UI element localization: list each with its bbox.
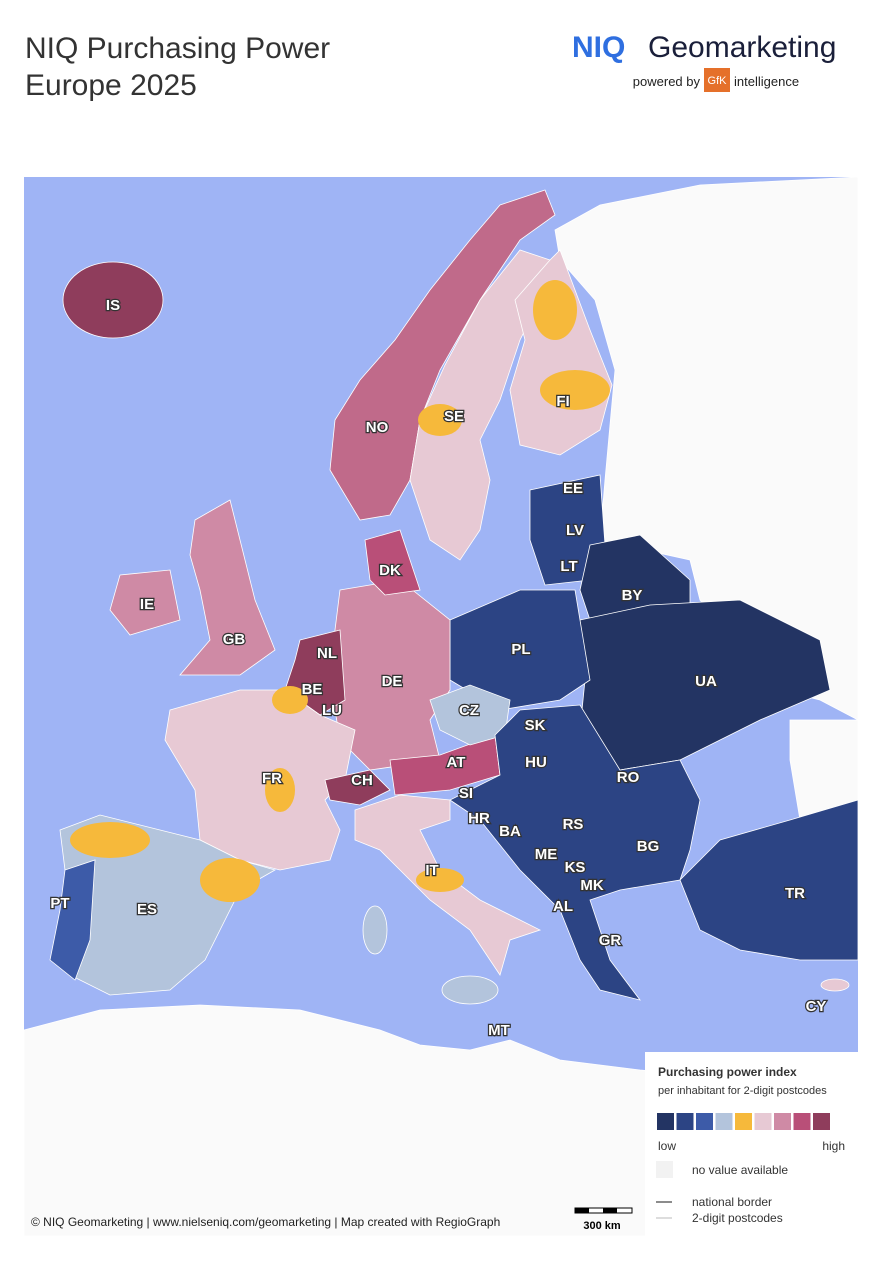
- country-label: MK: [580, 877, 603, 894]
- legend-swatch: [657, 1113, 674, 1130]
- country-label: CY: [806, 998, 827, 1015]
- country-label: SE: [444, 408, 464, 425]
- legend-swatch: [754, 1113, 772, 1130]
- country-label: SI: [459, 785, 473, 802]
- legend-swatch: [774, 1113, 791, 1130]
- country-label: BG: [637, 838, 660, 855]
- country-label: AL: [553, 898, 573, 915]
- region: [200, 858, 260, 902]
- country-label: PL: [511, 641, 530, 658]
- poland: [449, 589, 591, 711]
- country-label: MT: [488, 1022, 510, 1039]
- country-label: IT: [425, 862, 438, 879]
- scale-bar-segment: [603, 1208, 617, 1213]
- region: [418, 404, 462, 436]
- legend-swatch: [735, 1113, 752, 1130]
- gfk-text: GfK: [708, 75, 728, 87]
- russia: [554, 176, 859, 721]
- country-label: UA: [695, 673, 717, 690]
- title-line: Europe 2025: [25, 69, 197, 102]
- legend-no-value: no value available: [692, 1163, 788, 1177]
- balkans: [449, 704, 701, 1001]
- switzerland: [324, 769, 391, 806]
- legend-swatch: [696, 1113, 713, 1130]
- iceland: [62, 261, 164, 339]
- country-label: ME: [535, 846, 558, 863]
- turkey: [679, 799, 859, 961]
- copyright: © NIQ Geomarketing | www.nielseniq.com/g…: [31, 1215, 500, 1229]
- sardinia: [362, 905, 388, 955]
- region: [416, 868, 464, 892]
- country-label: RO: [617, 769, 640, 786]
- legend-title: Purchasing power index: [658, 1065, 797, 1079]
- denmark: [364, 529, 421, 596]
- country-label: LV: [566, 522, 584, 539]
- legend-swatch: [813, 1113, 830, 1130]
- country-label: FI: [556, 393, 569, 410]
- country-label: RS: [563, 816, 584, 833]
- no-value-swatch: [656, 1161, 673, 1178]
- country-label: KS: [565, 859, 586, 876]
- powered-by: powered by: [633, 74, 701, 89]
- legend-border: national border: [692, 1195, 772, 1209]
- country-label: FR: [262, 770, 282, 787]
- country-label: PT: [50, 895, 69, 912]
- legend-low: low: [658, 1139, 676, 1153]
- country-label: LT: [560, 558, 577, 575]
- country-label: GB: [223, 631, 246, 648]
- country-label: CZ: [459, 702, 479, 719]
- title-line: NIQ Purchasing Power: [25, 32, 330, 65]
- country-label: AT: [447, 754, 466, 771]
- portugal: [49, 859, 96, 981]
- brand-niq: NIQ: [572, 31, 625, 64]
- region: [70, 822, 150, 858]
- country-label: DE: [382, 673, 403, 690]
- country-label: IE: [140, 596, 154, 613]
- country-label: IS: [106, 297, 120, 314]
- country-label: BY: [622, 587, 643, 604]
- legend-high: high: [822, 1139, 845, 1153]
- country-label: LU: [322, 702, 342, 719]
- region: [265, 768, 295, 812]
- orange-regions: [70, 280, 610, 902]
- norway: [329, 189, 556, 521]
- country-label: BE: [302, 681, 323, 698]
- country-label: CH: [351, 772, 373, 789]
- intelligence: intelligence: [734, 74, 799, 89]
- sweden: [409, 249, 551, 561]
- country-label: SK: [525, 717, 546, 734]
- region: [272, 686, 308, 714]
- country-label: DK: [379, 562, 401, 579]
- map: IS NO SE FI EE LV LT BY DK IE GB NL BE LU DE PL UA CZ SK FR…: [23, 176, 859, 1237]
- legend-swatch: [715, 1113, 733, 1130]
- country-label: TR: [785, 885, 805, 902]
- legend-swatch: [676, 1113, 694, 1130]
- country-label: EE: [563, 480, 583, 497]
- country-label: HR: [468, 810, 490, 827]
- cyprus: [820, 978, 850, 992]
- sicily: [441, 975, 499, 1005]
- country-label: BA: [499, 823, 521, 840]
- scale-bar-segment: [575, 1208, 589, 1213]
- legend-subtitle: per inhabitant for 2-digit postcodes: [658, 1085, 827, 1097]
- legend: Purchasing power index per inhabitant fo…: [645, 1052, 858, 1236]
- country-label: NO: [366, 419, 389, 436]
- brand-name: Geomarketing: [648, 31, 836, 64]
- legend-swatch: [793, 1113, 811, 1130]
- great-britain: [179, 499, 276, 676]
- scale-label: 300 km: [583, 1220, 621, 1232]
- country-label: NL: [317, 645, 337, 662]
- gfk-logo: [704, 68, 730, 92]
- ireland: [109, 569, 181, 636]
- legend-swatches: [657, 1113, 830, 1130]
- region: [540, 370, 610, 410]
- region: [533, 280, 577, 340]
- legend-postcodes: 2-digit postcodes: [692, 1211, 783, 1225]
- country-label: GR: [599, 932, 622, 949]
- country-label: HU: [525, 754, 547, 771]
- country-label: ES: [137, 901, 157, 918]
- country-labels: IS NO SE FI EE LV LT BY DK IE GB NL BE LU DE PL UA CZ SK FR…: [49, 296, 828, 1041]
- legend-box: [645, 1052, 858, 1236]
